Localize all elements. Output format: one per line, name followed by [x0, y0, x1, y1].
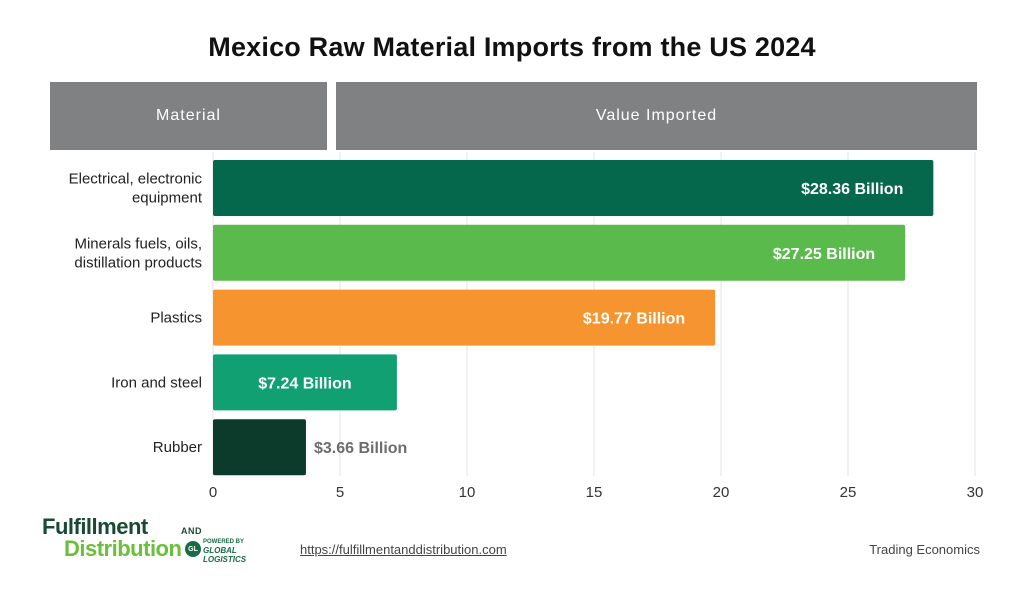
- data-label: $19.77 Billion: [583, 311, 685, 328]
- value-column-header: Value Imported: [336, 82, 977, 150]
- x-tick-label: 0: [209, 484, 217, 501]
- data-label: $3.66 Billion: [314, 440, 407, 457]
- source-credit: Trading Economics: [869, 542, 980, 557]
- global-logistics-badge-icon: GL: [185, 541, 201, 557]
- category-label: Iron and steel: [111, 374, 202, 391]
- bar: [213, 419, 306, 476]
- website-link[interactable]: https://fulfillmentanddistribution.com: [300, 542, 507, 557]
- x-tick-label: 30: [967, 484, 984, 501]
- bar: [213, 224, 906, 281]
- material-column-header: Material: [50, 82, 327, 150]
- category-label: Minerals fuels, oils, distillation produc…: [74, 235, 202, 271]
- x-tick-label: 15: [586, 484, 603, 501]
- bar: [213, 160, 934, 216]
- logo-and-text: AND: [181, 526, 202, 536]
- x-tick-label: 20: [713, 484, 730, 501]
- fulfillment-distribution-logo[interactable]: Fulfillment AND Distribution GL POWERED …: [42, 514, 272, 565]
- x-tick-label: 25: [840, 484, 857, 501]
- data-label: $7.24 Billion: [258, 375, 351, 392]
- data-label: $28.36 Billion: [801, 181, 903, 198]
- data-label: $27.25 Billion: [773, 246, 875, 263]
- chart-title: Mexico Raw Material Imports from the US …: [208, 32, 816, 62]
- x-tick-label: 10: [459, 484, 476, 501]
- logo-global-logistics-text: GLOBAL LOGISTICS: [203, 546, 247, 564]
- logo-fulfillment-text: Fulfillment: [42, 514, 148, 539]
- bar: [213, 289, 716, 346]
- x-tick-label: 5: [336, 484, 344, 501]
- category-label: Rubber: [153, 439, 202, 456]
- category-label: Electrical, electronic equipment: [69, 171, 203, 207]
- bar: [213, 354, 397, 411]
- category-label: Plastics: [150, 310, 202, 327]
- logo-powered-by-text: POWERED BY: [203, 539, 245, 545]
- logo-distribution-text: Distribution: [64, 536, 182, 561]
